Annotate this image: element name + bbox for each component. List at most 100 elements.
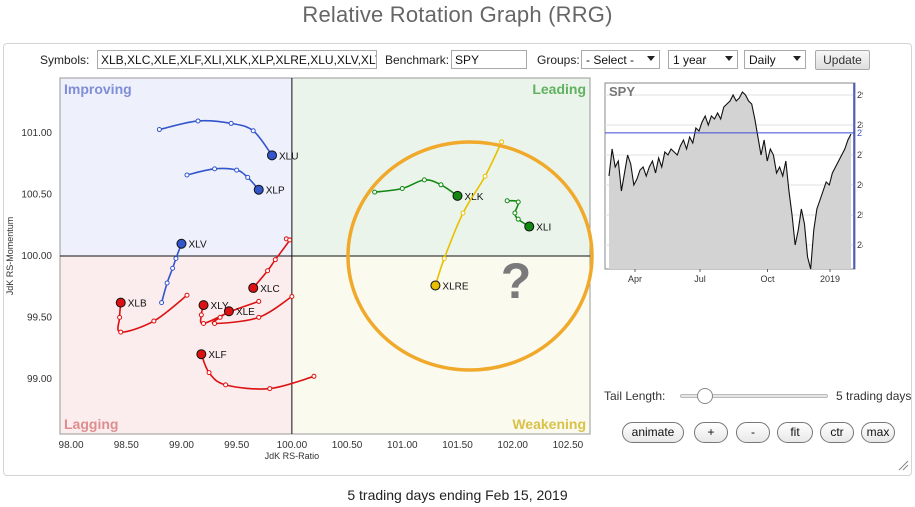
tail-point-xlp [234, 167, 240, 173]
symbol-label-xlc: XLC [260, 284, 279, 295]
head-marker-xlc[interactable] [248, 282, 259, 293]
tail-length-slider-handle[interactable] [697, 388, 713, 404]
quadrant-label-leading: Leading [532, 81, 586, 97]
y-tick-label: 99.00 [27, 374, 52, 385]
tail-length-slider-track[interactable] [680, 394, 828, 398]
tail-point-xlp [245, 174, 251, 180]
benchmark-label: Benchmark: [385, 53, 450, 67]
head-marker-xlp[interactable] [253, 184, 264, 195]
x-tick-label: 102.50 [553, 440, 584, 451]
zoom-in-button[interactable]: + [694, 422, 728, 443]
tail-point-xlc [287, 237, 293, 243]
spy-price-area [609, 92, 851, 269]
spy-x-tick-label: Jul [694, 274, 706, 284]
tail-point-xlre [482, 173, 488, 179]
page-title: Relative Rotation Graph (RRG) [302, 2, 613, 27]
x-tick-label: 98.00 [59, 440, 84, 451]
tail-point-xlf [223, 382, 229, 388]
symbol-label-xle: XLE [236, 307, 255, 318]
chevron-down-icon [647, 56, 655, 61]
x-tick-label: 100.00 [277, 440, 308, 451]
quadrant-label-improving: Improving [64, 81, 132, 97]
rrg-chart[interactable]: Improving Leading Lagging Weakening 98.00 98.… [4, 44, 913, 477]
head-marker-xlv[interactable] [176, 238, 187, 249]
symbol-label-xlre: XLRE [442, 281, 468, 292]
y-tick-label: 100.00 [21, 251, 52, 262]
spy-chart-title: SPY [609, 84, 635, 99]
spy-x-tick-label: Apr [628, 274, 642, 284]
tail-point-xlv [173, 255, 179, 261]
tail-point-xle [289, 294, 295, 300]
tail-length-label: Tail Length: [604, 389, 666, 403]
tail-point-xlv [170, 265, 176, 271]
tail-point-xlk [372, 189, 378, 195]
head-marker-xlk[interactable] [452, 190, 463, 201]
head-marker-xlu[interactable] [267, 150, 277, 161]
x-tick-label: 101.00 [387, 440, 418, 451]
tail-point-xlf [206, 370, 212, 376]
rrg-frame: Symbols: XLB,XLC,XLE,XLF,XLI,XLK,XLP,XLR… [3, 43, 912, 476]
tail-point-xlu [195, 118, 201, 124]
max-button[interactable]: max [861, 422, 895, 443]
animate-button[interactable]: animate [622, 422, 684, 443]
y-tick-label: 100.50 [21, 190, 52, 201]
x-axis-label: JdK RS-Ratio [265, 451, 320, 461]
head-marker-xlf[interactable] [196, 349, 207, 360]
zoom-out-button[interactable]: - [736, 422, 770, 443]
tail-point-xly [256, 298, 262, 304]
tail-point-xlre [460, 210, 466, 216]
groups-select-value: - Select - [586, 53, 635, 67]
spy-chart: 290 280 270 260 250 240 Apr Jul Oct 2019 277.37 SPY [604, 82, 863, 284]
highlight-circle [346, 140, 594, 372]
head-marker-xlb[interactable] [115, 297, 126, 308]
tail-point-xlf [267, 386, 273, 392]
head-marker-xli[interactable] [524, 221, 535, 232]
groups-label: Groups: [537, 53, 580, 67]
quadrant-weakening [291, 256, 590, 434]
tail-point-xle [217, 314, 223, 320]
head-marker-xlre[interactable] [430, 280, 441, 291]
benchmark-input[interactable]: SPY [451, 50, 527, 69]
tail-point-xli [504, 198, 510, 204]
center-button[interactable]: ctr [820, 422, 854, 443]
tail-length-control: Tail Length: 5 trading days [604, 388, 911, 404]
resize-grip-icon[interactable] [897, 459, 909, 471]
x-tick-label: 100.50 [332, 440, 363, 451]
quadrant-leading [291, 78, 590, 256]
period-select[interactable]: 1 year [668, 50, 738, 69]
tail-point-xli [515, 216, 521, 222]
fit-button[interactable]: fit [777, 422, 813, 443]
spy-y-tick-label: 240 [857, 240, 863, 250]
symbol-label-xlp: XLP [266, 186, 285, 197]
quadrant-improving [60, 78, 292, 256]
symbol-label-xlu: XLU [279, 151, 298, 162]
tail-point-xly [201, 321, 207, 327]
update-button[interactable]: Update [815, 50, 870, 70]
tail-point-xlb [118, 329, 124, 335]
symbol-label-xlk: XLK [465, 192, 484, 203]
tail-point-xlb [117, 314, 123, 320]
x-tick-label: 98.50 [114, 440, 139, 451]
interval-select[interactable]: Daily [744, 50, 806, 69]
spy-price-line [608, 91, 852, 270]
spy-y-tick-label: 270 [857, 150, 863, 160]
symbols-label: Symbols: [40, 53, 90, 67]
symbol-label-xly: XLY [211, 301, 229, 312]
head-marker-xly[interactable] [198, 300, 209, 311]
x-tick-label: 99.00 [169, 440, 194, 451]
symbols-input[interactable]: XLB,XLC,XLE,XLF,XLI,XLK,XLP,XLRE,XLU,XLV… [97, 50, 377, 69]
symbol-label-xlv: XLV [188, 240, 206, 251]
tail-point-xlf [311, 373, 317, 379]
spy-y-tick-label: 290 [857, 90, 863, 100]
groups-select[interactable]: - Select - [581, 50, 660, 69]
spy-x-tick-label: 2019 [820, 274, 840, 284]
symbol-label-xli: XLI [536, 223, 551, 234]
spy-y-tick-label: 250 [857, 210, 863, 220]
tail-point-xlv [159, 300, 165, 306]
tail-point-xli [515, 199, 521, 205]
chevron-down-icon [725, 56, 733, 61]
tail-point-xlk [438, 182, 444, 188]
tail-point-xlc [272, 257, 278, 263]
head-marker-xle[interactable] [223, 306, 234, 317]
tail-point-xlre [441, 255, 447, 261]
